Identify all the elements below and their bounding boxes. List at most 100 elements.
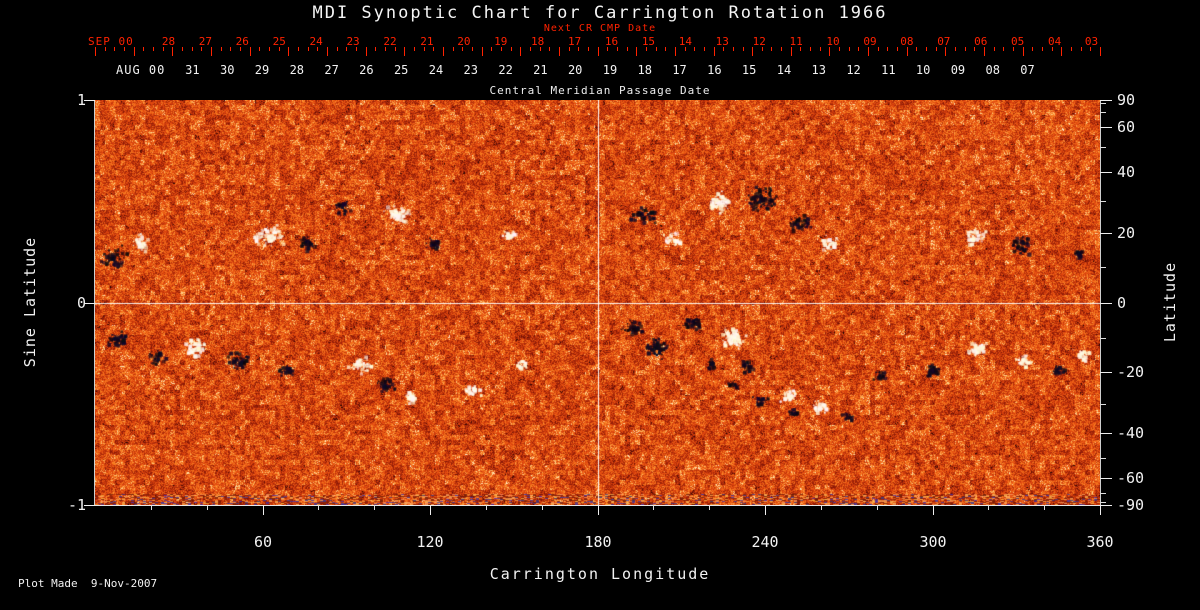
red-tick	[790, 47, 792, 56]
next-cr-day: 11	[789, 35, 803, 48]
next-cr-day: 15	[641, 35, 656, 48]
red-tick	[636, 47, 638, 56]
red-tick	[984, 47, 985, 56]
cmp-day: 20	[567, 63, 583, 77]
next-cr-date-axis: 28 27 26 25 24 23 22 21 20 19 18 17 16 15 14 13 12 11 10 09…	[150, 35, 1110, 48]
red-tick	[945, 47, 947, 56]
cmp-day: 29	[254, 63, 270, 77]
red-tick	[1022, 47, 1024, 56]
cmp-day: 09	[950, 63, 966, 77]
latitude-minor-tick	[1100, 103, 1106, 104]
next-cr-day: 09	[863, 35, 877, 48]
cmp-day: 11	[881, 63, 896, 77]
longitude-tick-label: 180	[584, 533, 612, 551]
latitude-tick	[1100, 505, 1112, 506]
longitude-minor-tick	[709, 505, 710, 510]
red-tick	[365, 47, 367, 56]
red-tick	[752, 47, 754, 56]
cmp-day: 08	[985, 63, 1000, 77]
longitude-tick-label: 240	[751, 533, 779, 551]
next-cr-day: 20	[457, 35, 471, 48]
red-tick	[1100, 47, 1101, 56]
latitude-tick-label: -40	[1117, 424, 1145, 442]
latitude-minor-tick	[1100, 267, 1106, 268]
next-cr-day: 27	[198, 35, 212, 48]
latitude-tick	[1100, 127, 1112, 128]
latitude-axis-title: Latitude	[1161, 261, 1179, 343]
latitude-minor-tick	[1100, 201, 1106, 202]
red-tick	[829, 47, 831, 56]
longitude-minor-tick	[653, 505, 654, 510]
next-cr-day: 12	[752, 35, 766, 48]
red-tick	[249, 47, 251, 56]
longitude-tick	[1100, 505, 1101, 515]
axis-line-right	[1100, 100, 1101, 506]
next-cr-day: 06	[974, 35, 988, 48]
cmp-day: 15	[741, 63, 757, 77]
cmp-day: 31	[185, 63, 200, 77]
red-tick	[868, 47, 870, 56]
next-cr-day: 04	[1047, 35, 1062, 48]
latitude-minor-tick	[1100, 338, 1106, 339]
next-cr-day: 17	[567, 35, 582, 48]
sine-lat-tick	[84, 303, 95, 304]
cmp-day: 21	[533, 63, 548, 77]
longitude-minor-tick	[374, 505, 375, 510]
longitude-tick	[598, 505, 599, 515]
red-tick	[1061, 47, 1063, 56]
latitude-tick	[1100, 100, 1112, 101]
latitude-minor-tick	[1100, 458, 1106, 459]
red-tick	[326, 47, 328, 56]
next-cr-day: 08	[900, 35, 914, 48]
next-cr-day: 13	[715, 35, 729, 48]
next-cr-day: 18	[531, 35, 545, 48]
sine-lat-tick-label: -1	[67, 496, 86, 514]
carrington-longitude-axis-title: Carrington Longitude	[489, 565, 711, 583]
latitude-tick-label: 60	[1117, 118, 1136, 136]
sine-lat-tick-label: 0	[76, 294, 86, 312]
next-cr-day: 26	[235, 35, 249, 48]
red-tick	[211, 47, 212, 56]
red-tick	[713, 47, 715, 56]
next-cr-day: 23	[346, 35, 360, 48]
cmp-day: 17	[672, 63, 687, 77]
longitude-minor-tick	[318, 505, 319, 510]
red-tick	[404, 47, 406, 56]
longitude-minor-tick	[151, 505, 152, 510]
cmp-day: 27	[324, 63, 339, 77]
cmp-day: 28	[289, 63, 305, 77]
cmp-day: 12	[846, 63, 861, 77]
latitude-tick-label: 40	[1117, 163, 1136, 181]
latitude-tick	[1100, 233, 1112, 234]
cmp-day: 16	[707, 63, 722, 77]
axis-line-bottom	[94, 505, 1101, 506]
longitude-tick	[263, 505, 264, 515]
next-cr-day: 07	[937, 35, 951, 48]
next-cr-day: 14	[678, 35, 692, 48]
red-tick	[95, 47, 96, 56]
latitude-tick	[1100, 303, 1112, 304]
next-cr-day: 05	[1011, 35, 1025, 48]
latitude-tick-label: -90	[1117, 496, 1145, 514]
longitude-minor-tick	[207, 505, 208, 510]
red-tick	[288, 47, 290, 56]
cmp-day: 25	[393, 63, 409, 77]
next-cr-cmp-date-label: Next CR CMP Date	[543, 23, 657, 34]
red-tick	[481, 47, 483, 56]
red-tick	[442, 47, 444, 56]
next-cr-day: 10	[826, 35, 840, 48]
next-cr-day: 19	[494, 35, 508, 48]
cmp-day: 22	[498, 63, 513, 77]
cmp-day: 23	[463, 63, 478, 77]
latitude-tick	[1100, 372, 1112, 373]
latitude-tick	[1100, 172, 1112, 173]
cmp-day: 24	[428, 63, 444, 77]
next-cr-day: 16	[604, 35, 619, 48]
longitude-tick	[933, 505, 934, 515]
longitude-tick	[430, 505, 431, 515]
latitude-tick-label: -60	[1117, 469, 1145, 487]
red-minor-tick	[143, 47, 145, 51]
red-tick	[520, 47, 522, 56]
magnetogram-canvas	[95, 100, 1100, 505]
cmp-day: 14	[776, 63, 792, 77]
